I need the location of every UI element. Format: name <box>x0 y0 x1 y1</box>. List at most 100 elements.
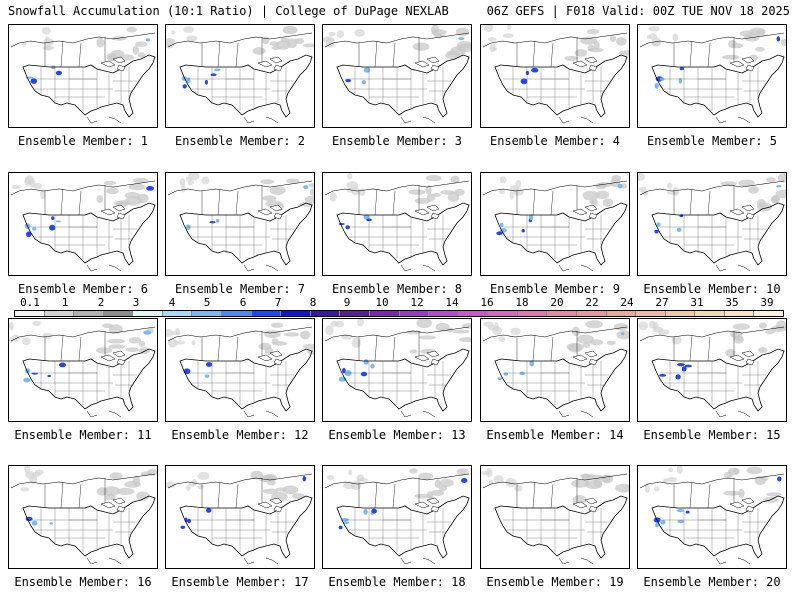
us-map <box>323 25 471 127</box>
colorbar-tick-label: 27 <box>655 296 669 309</box>
colorbar-tick-label: 9 <box>343 296 351 309</box>
colorbar-swatch <box>636 311 666 316</box>
colorbar-swatch <box>44 311 75 316</box>
ensemble-member-label: Ensemble Member: 1 <box>17 134 149 148</box>
colorbar-tick-label: 3 <box>132 296 140 309</box>
ensemble-member-label: Ensemble Member: 20 <box>643 575 781 589</box>
ensemble-member-map-9 <box>480 172 630 276</box>
colorbar-swatch <box>665 311 696 316</box>
ensemble-member-label: Ensemble Member: 11 <box>14 428 152 442</box>
ensemble-member-label: Ensemble Member: 19 <box>486 575 624 589</box>
ensemble-member-label: Ensemble Member: 6 <box>17 282 149 296</box>
colorbar-tick-label: 12 <box>410 296 424 309</box>
colorbar-tick-label: 20 <box>550 296 564 309</box>
colorbar-tick-label: 39 <box>760 296 774 309</box>
us-map <box>9 173 157 275</box>
colorbar-swatch <box>222 311 252 316</box>
colorbar-swatch <box>15 311 45 316</box>
map-title: Snowfall Accumulation (10:1 Ratio) | Col… <box>8 4 449 18</box>
ensemble-member-label: Ensemble Member: 3 <box>331 134 463 148</box>
ensemble-member-map-2 <box>165 24 315 128</box>
ensemble-member-map-18 <box>322 465 472 569</box>
us-map <box>166 466 314 568</box>
ensemble-member-map-19 <box>480 465 630 569</box>
colorbar-swatch <box>310 311 341 316</box>
ensemble-member-map-10 <box>637 172 787 276</box>
colorbar-swatch <box>133 311 163 316</box>
ensemble-member-label: Ensemble Member: 9 <box>489 282 621 296</box>
colorbar-swatch <box>576 311 607 316</box>
colorbar-swatch <box>724 311 755 316</box>
us-map <box>481 466 629 568</box>
colorbar-tick-label: 14 <box>445 296 459 309</box>
ensemble-member-label: Ensemble Member: 8 <box>331 282 463 296</box>
colorbar-tick-label: 4 <box>168 296 176 309</box>
ensemble-member-map-1 <box>8 24 158 128</box>
colorbar-swatch <box>192 311 223 316</box>
colorbar-swatch <box>754 311 784 316</box>
ensemble-member-label: Ensemble Member: 5 <box>646 134 778 148</box>
colorbar-swatch <box>606 311 637 316</box>
colorbar-swatch <box>251 311 282 316</box>
ensemble-member-label: Ensemble Member: 4 <box>489 134 621 148</box>
us-map <box>166 25 314 127</box>
colorbar-swatch <box>517 311 548 316</box>
ensemble-member-label: Ensemble Member: 15 <box>643 428 781 442</box>
us-map <box>638 319 786 421</box>
us-map <box>323 173 471 275</box>
colorbar-tick-label: 31 <box>690 296 704 309</box>
ensemble-member-map-16 <box>8 465 158 569</box>
ensemble-member-map-11 <box>8 318 158 422</box>
ensemble-member-label: Ensemble Member: 2 <box>174 134 306 148</box>
us-map <box>9 466 157 568</box>
us-map <box>166 173 314 275</box>
us-map <box>9 25 157 127</box>
colorbar-tick-label: 10 <box>375 296 389 309</box>
ensemble-member-map-7 <box>165 172 315 276</box>
us-map <box>166 319 314 421</box>
colorbar-tick-label: 35 <box>725 296 739 309</box>
colorbar-swatch <box>281 311 311 316</box>
ensemble-member-map-20 <box>637 465 787 569</box>
colorbar-swatch <box>162 311 193 316</box>
ensemble-member-map-13 <box>322 318 472 422</box>
ensemble-member-label: Ensemble Member: 13 <box>328 428 466 442</box>
colorbar-swatch <box>488 311 518 316</box>
us-map <box>481 319 629 421</box>
ensemble-member-map-4 <box>480 24 630 128</box>
ensemble-member-map-5 <box>637 24 787 128</box>
ensemble-member-map-3 <box>322 24 472 128</box>
ensemble-member-map-6 <box>8 172 158 276</box>
us-map <box>638 173 786 275</box>
us-map <box>481 25 629 127</box>
ensemble-member-label: Ensemble Member: 17 <box>171 575 309 589</box>
colorbar-tick-label: 2 <box>97 296 105 309</box>
ensemble-member-map-15 <box>637 318 787 422</box>
colorbar-swatch <box>340 311 370 316</box>
colorbar-tick-label: 1 <box>61 296 69 309</box>
colorbar-tick-label: 6 <box>239 296 247 309</box>
colorbar-tick-label: 16 <box>480 296 494 309</box>
ensemble-member-map-14 <box>480 318 630 422</box>
colorbar-tick-label: 22 <box>585 296 599 309</box>
colorbar-swatch <box>547 311 577 316</box>
colorbar-swatch <box>369 311 400 316</box>
colorbar-swatch <box>458 311 489 316</box>
us-map <box>323 319 471 421</box>
colorbar-tick-label: 5 <box>203 296 211 309</box>
ensemble-member-label: Ensemble Member: 7 <box>174 282 306 296</box>
colorbar-swatch <box>74 311 104 316</box>
us-map <box>481 173 629 275</box>
colorbar-tick-label: 7 <box>274 296 282 309</box>
colorbar-swatch <box>103 311 134 316</box>
colorbar-tick-label: 18 <box>515 296 529 309</box>
ensemble-member-label: Ensemble Member: 12 <box>171 428 309 442</box>
ensemble-member-map-17 <box>165 465 315 569</box>
us-map <box>638 466 786 568</box>
run-valid-time: 06Z GEFS | F018 Valid: 00Z TUE NOV 18 20… <box>486 4 790 18</box>
us-map <box>638 25 786 127</box>
colorbar-swatch <box>399 311 430 316</box>
snowfall-colorbar <box>14 310 784 317</box>
ensemble-member-label: Ensemble Member: 16 <box>14 575 152 589</box>
colorbar-swatch <box>429 311 459 316</box>
